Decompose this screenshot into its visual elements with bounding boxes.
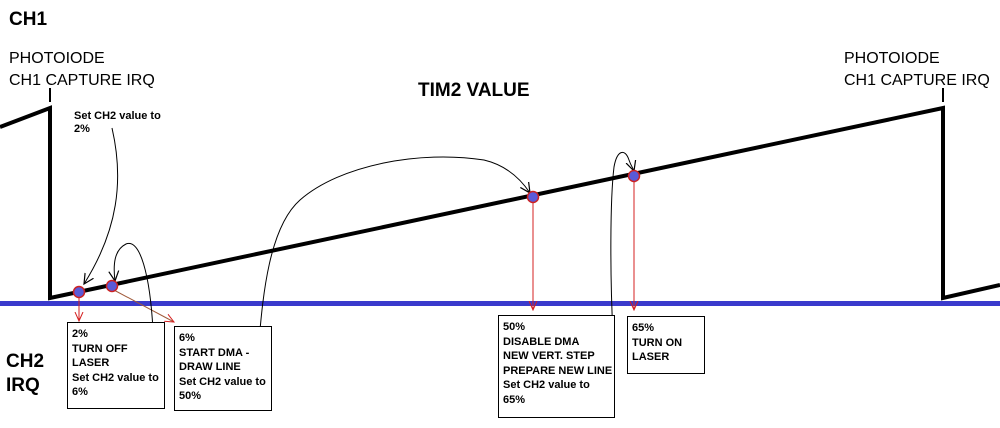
set-ch2-note-line2: 2% [74,123,90,135]
box65-line1: 65% [632,322,655,334]
event-box-50pct: 50% DISABLE DMA NEW VERT. STEP PREPARE N… [498,315,615,418]
tim2-value-title: TIM2 VALUE [418,80,530,101]
marker-point-65 [627,169,641,183]
tim2-sawtooth [0,105,1000,301]
box50-line3: NEW VERT. STEP [503,350,595,363]
box50-line1: 50% [503,321,526,333]
curve-box2-to-6 [114,242,154,331]
box2-line2: TURN OFF [72,342,128,355]
photodiode-right-line1: PHOTOIODE [844,50,940,67]
marker-point-50 [526,190,540,204]
photodiode-label-left: PHOTOIODE CH1 CAPTURE IRQ [9,48,155,92]
box2-line4: Set CH2 value to [72,371,159,384]
box6-line1: 6% [179,332,195,344]
photodiode-label-right: PHOTOIODE CH1 CAPTURE IRQ [844,48,990,92]
box2-line5: 6% [72,386,88,399]
set-ch2-note-line1: Set CH2 value to [74,110,161,122]
box2-line3: LASER [72,357,110,370]
box50-line4: PREPARE NEW LINE [503,364,613,377]
box6-line2: START DMA - [179,346,250,359]
box6-line4: Set CH2 value to [179,375,266,388]
ch2-irq-line2: IRQ [6,375,40,396]
ch2-irq-line1: CH2 [6,351,45,372]
box65-line3: LASER [632,351,670,364]
curve-note-to-2 [84,127,119,284]
event-box-6pct: 6% START DMA - DRAW LINE Set CH2 value t… [174,326,272,411]
box6-line5: 50% [179,390,202,403]
arrow-6-diag [111,288,174,322]
box50-line5: Set CH2 value to [503,379,590,392]
box50-line6: 65% [503,393,526,406]
curve-box6-to-50 [257,156,530,353]
ch2-irq-label: CH2 IRQ [6,350,44,398]
box2-line1: 2% [72,328,88,340]
box65-line2: TURN ON [632,336,683,349]
marker-point-6 [105,279,119,293]
photodiode-right-line2: CH1 CAPTURE IRQ [844,72,990,89]
marker-point-2 [72,285,86,299]
event-box-2pct: 2% TURN OFF LASER Set CH2 value to 6% [67,322,165,409]
set-ch2-note: Set CH2 value to 2% [74,110,161,136]
event-box-65pct: 65% TURN ON LASER [627,316,705,374]
photodiode-left-line1: PHOTOIODE [9,50,105,67]
ch1-label: CH1 [9,9,48,30]
box50-line2: DISABLE DMA [503,335,580,348]
box6-line3: DRAW LINE [179,361,241,374]
photodiode-left-line2: CH1 CAPTURE IRQ [9,72,155,89]
